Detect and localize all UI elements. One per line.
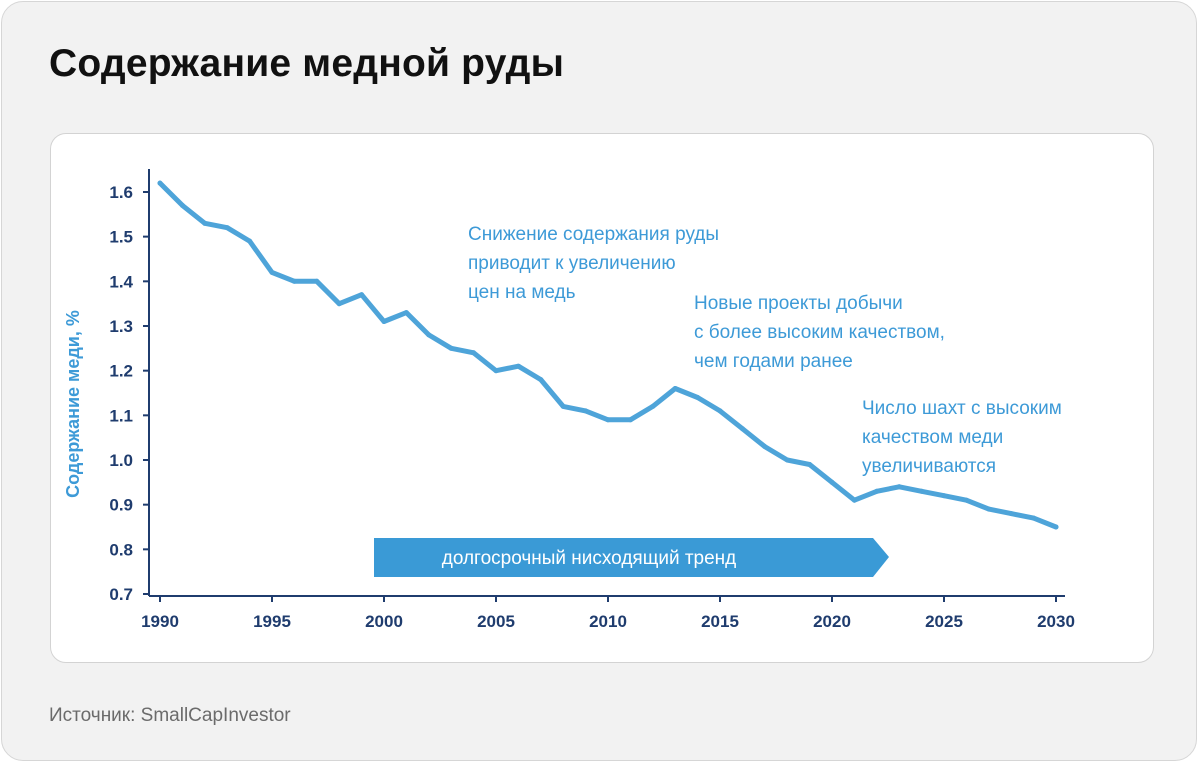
- data-point: [269, 269, 275, 275]
- data-point: [650, 403, 656, 409]
- page-title: Содержание медной руды: [49, 42, 565, 85]
- data-point: [829, 479, 835, 485]
- data-point: [672, 386, 678, 391]
- x-tick-label: 2015: [701, 612, 739, 631]
- data-point: [739, 426, 745, 432]
- x-tick-label: 2025: [925, 612, 963, 631]
- data-point: [359, 292, 365, 298]
- data-point: [896, 484, 902, 490]
- data-point: [874, 488, 880, 494]
- y-tick-label: 0.7: [109, 585, 133, 604]
- x-tick-label: 2000: [365, 612, 403, 631]
- x-tick-label: 1995: [253, 612, 291, 631]
- trend-arrow: [374, 538, 889, 577]
- y-ticks: 1.6 1.5 1.4 1.3 1.2 1.1 1.0 0.9 0.8 0.7: [109, 183, 149, 604]
- data-point: [403, 310, 409, 316]
- copper-grade-chart: 1.6 1.5 1.4 1.3 1.2 1.1 1.0 0.9 0.8 0.7 1990 1995 2…: [63, 169, 1075, 631]
- y-tick-label: 1.0: [109, 451, 133, 470]
- data-point: [448, 345, 454, 351]
- x-ticks: 1990 1995 2000 2005 2010 2015 2020 2025 2030: [141, 596, 1075, 631]
- annotation-text: Снижение содержания руды приводит к увели…: [468, 224, 719, 303]
- data-point: [784, 457, 790, 463]
- data-point: [291, 278, 297, 284]
- chart-card: 1.6 1.5 1.4 1.3 1.2 1.1 1.0 0.9 0.8 0.7 1990 1995 2…: [50, 133, 1154, 663]
- trend-label: долгосрочный нисходящий тренд: [442, 548, 737, 569]
- y-tick-label: 1.6: [109, 183, 133, 202]
- data-point: [963, 497, 969, 503]
- x-tick-label: 2030: [1037, 612, 1075, 631]
- data-point: [986, 506, 992, 512]
- data-points: [157, 180, 1059, 530]
- annotation-text: Новые проекты добычи с более высоким каче…: [694, 293, 945, 372]
- data-point: [493, 368, 499, 374]
- data-point: [717, 408, 723, 414]
- y-tick-label: 1.4: [109, 272, 133, 291]
- data-point: [202, 220, 208, 226]
- data-point: [157, 180, 163, 186]
- y-axis-label: Содержание меди, %: [63, 310, 83, 498]
- annotations: Снижение содержания руды приводит к увели…: [468, 224, 1062, 477]
- data-point: [762, 444, 768, 450]
- x-tick-label: 2010: [589, 612, 627, 631]
- x-tick-label: 1990: [141, 612, 179, 631]
- data-point: [583, 408, 589, 414]
- y-tick-label: 0.9: [109, 496, 133, 515]
- data-point: [336, 301, 342, 307]
- data-point: [1031, 515, 1037, 521]
- data-point: [1053, 524, 1059, 530]
- x-tick-label: 2020: [813, 612, 851, 631]
- data-point: [224, 225, 230, 231]
- data-point: [919, 488, 925, 494]
- x-tick-label: 2005: [477, 612, 515, 631]
- data-point: [179, 202, 185, 208]
- data-point: [851, 497, 857, 503]
- data-point: [627, 417, 633, 423]
- source-note: Источник: SmallCapInvestor: [49, 705, 291, 726]
- y-tick-label: 1.1: [109, 406, 133, 425]
- data-point: [247, 238, 253, 244]
- y-tick-label: 1.2: [109, 362, 133, 381]
- annotation-text: Число шахт с высоким качеством меди увелич…: [862, 398, 1062, 477]
- y-tick-label: 0.8: [109, 540, 133, 559]
- y-tick-label: 1.5: [109, 228, 133, 247]
- data-point: [314, 278, 320, 284]
- data-point: [560, 403, 566, 409]
- data-point: [515, 363, 521, 369]
- data-point: [605, 417, 611, 423]
- data-point: [941, 493, 947, 499]
- y-tick-label: 1.3: [109, 317, 133, 336]
- data-point: [471, 350, 477, 356]
- data-point: [381, 319, 387, 324]
- data-point: [807, 462, 813, 467]
- data-point: [538, 377, 544, 383]
- data-point: [426, 332, 432, 338]
- data-point: [1008, 511, 1014, 517]
- data-point: [695, 395, 701, 400]
